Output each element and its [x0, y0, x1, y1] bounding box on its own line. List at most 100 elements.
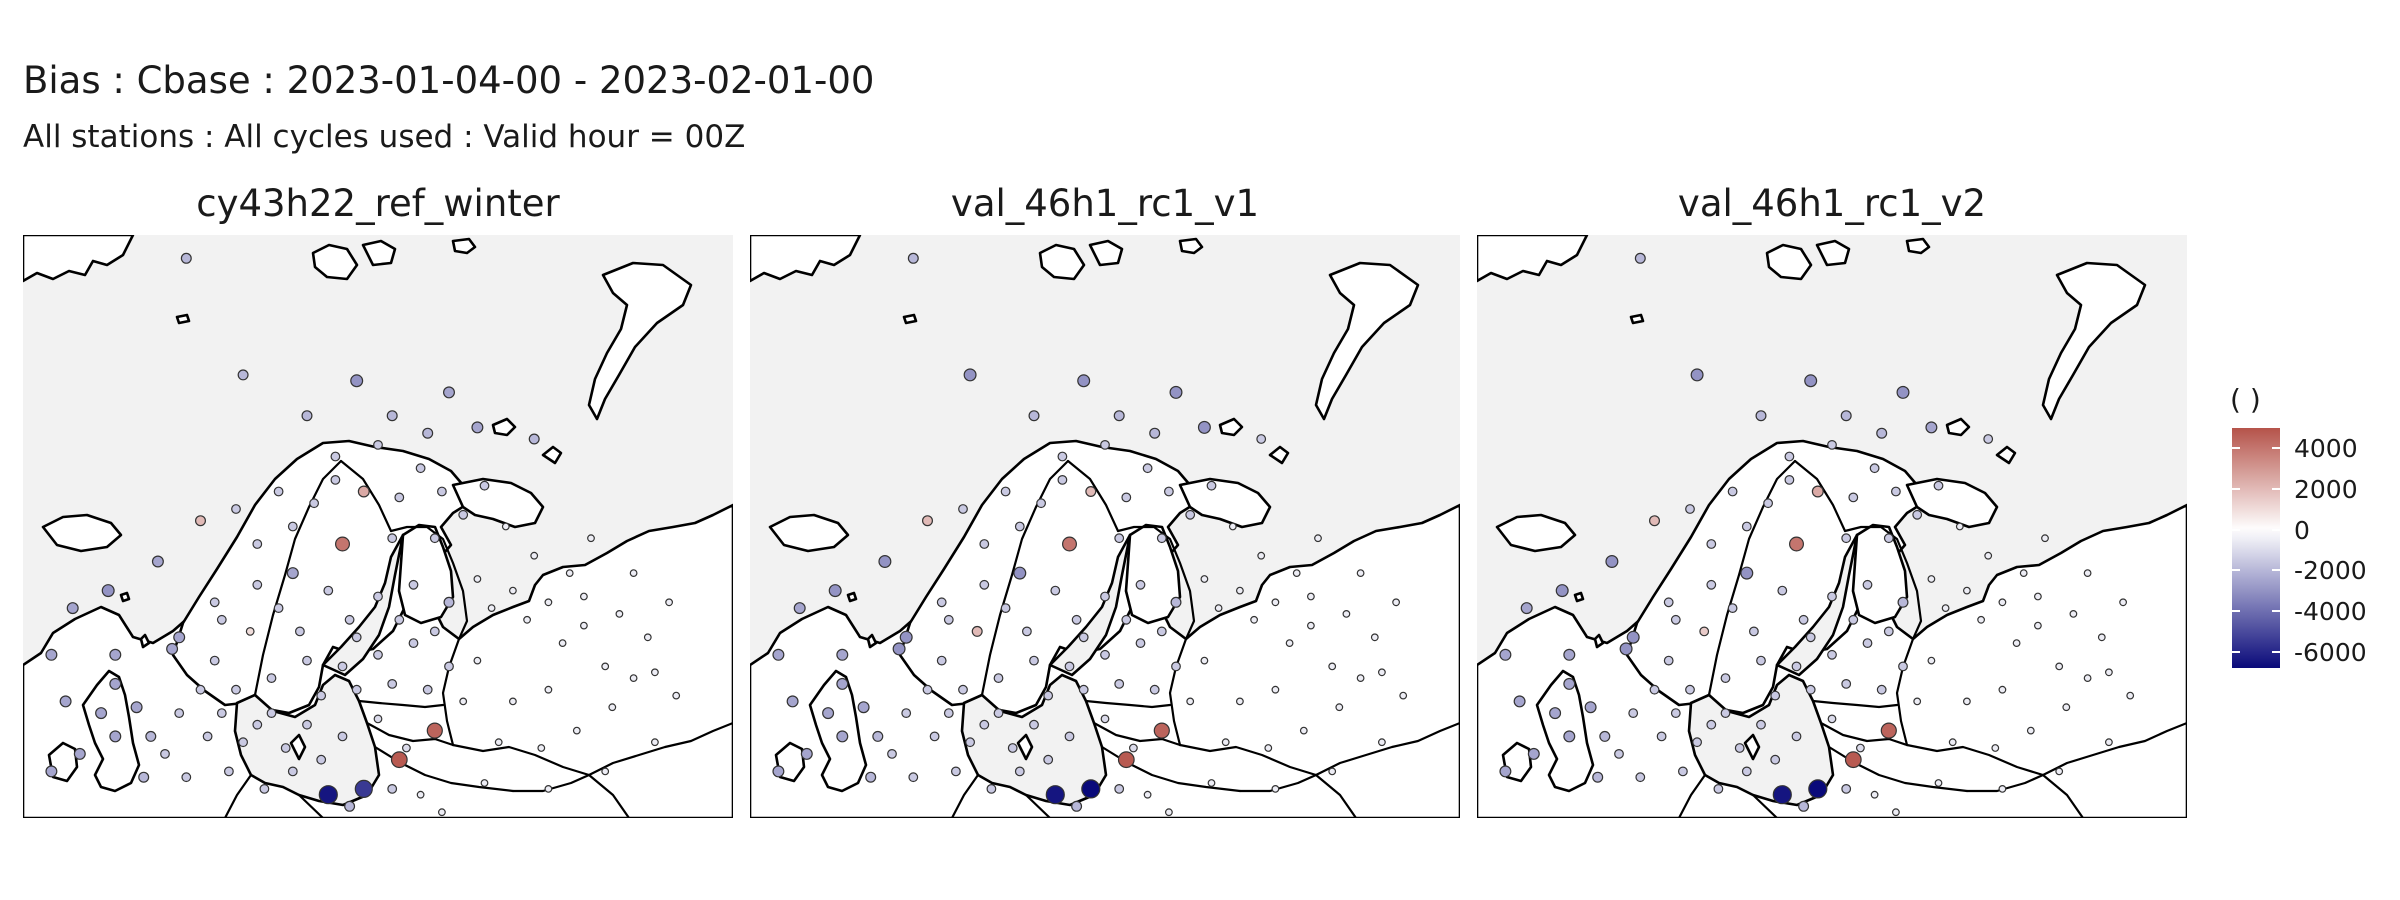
- station-point: [1663, 597, 1674, 608]
- station-point: [943, 708, 954, 719]
- station-point: [958, 684, 968, 695]
- station-point: [1991, 744, 2000, 752]
- panel-title-2: val_46h1_rc1_v1: [950, 182, 1260, 225]
- station-point: [302, 719, 312, 730]
- station-point: [1307, 592, 1315, 601]
- station-point: [1934, 779, 1943, 787]
- station-point: [1214, 604, 1223, 613]
- station-point: [1756, 719, 1766, 730]
- station-point: [101, 584, 115, 598]
- sea-baltic: [1689, 675, 1833, 805]
- station-point: [509, 586, 517, 595]
- station-point: [1513, 695, 1526, 708]
- station-point: [1499, 648, 1512, 661]
- station-point: [166, 642, 179, 655]
- station-point: [373, 649, 383, 660]
- station-point: [337, 731, 348, 742]
- station-point: [1200, 575, 1209, 583]
- station-point: [793, 602, 806, 615]
- station-point: [151, 555, 164, 568]
- station-point: [438, 808, 446, 817]
- station-point: [1998, 685, 2007, 694]
- station-point: [2083, 569, 2092, 578]
- station-point: [936, 655, 947, 666]
- legend-tick-label: 4000: [2294, 434, 2358, 464]
- station-point: [1998, 785, 2007, 793]
- station-point: [1392, 598, 1400, 607]
- station-point: [223, 766, 234, 777]
- country-border-8: [1905, 743, 2045, 777]
- station-point: [1649, 684, 1660, 695]
- station-point: [301, 410, 313, 422]
- station-point: [1856, 743, 1865, 753]
- station-point: [1848, 492, 1859, 503]
- station-point: [922, 684, 933, 695]
- map-panel-1: [23, 235, 733, 818]
- station-point: [1941, 604, 1950, 613]
- station-point: [558, 639, 567, 648]
- land-vaygach: [541, 445, 563, 465]
- station-point: [408, 638, 419, 649]
- station-point: [1549, 707, 1562, 720]
- chart-title: Bias : Cbase : 2023-01-04-00 - 2023-02-0…: [23, 59, 875, 102]
- station-point: [2105, 738, 2113, 747]
- station-point: [1071, 800, 1083, 812]
- station-point: [501, 522, 510, 531]
- station-point: [836, 648, 849, 661]
- station-point: [601, 767, 610, 776]
- station-point: [1028, 410, 1040, 422]
- station-point: [180, 252, 192, 264]
- station-point: [1614, 749, 1624, 759]
- land-kola: [1178, 477, 1272, 529]
- station-point: [2055, 662, 2064, 671]
- station-point: [1677, 766, 1688, 777]
- coast-gulf-of-bothnia: [1775, 533, 1859, 677]
- station-point: [373, 714, 383, 724]
- station-point: [1370, 633, 1379, 642]
- station-point: [1356, 569, 1365, 578]
- land-kola: [451, 477, 545, 529]
- station-point: [1121, 492, 1132, 503]
- country-border-5: [1811, 699, 1899, 709]
- legend-tick-label: -4000: [2294, 597, 2367, 627]
- station-point: [2055, 767, 2064, 776]
- station-point: [1927, 656, 1936, 665]
- station-point: [416, 790, 425, 799]
- station-point: [672, 691, 681, 700]
- station-point: [373, 591, 383, 602]
- station-point: [351, 632, 362, 643]
- station-point: [1085, 486, 1097, 498]
- land-franz-josef: [1905, 237, 1931, 255]
- station-point: [1741, 766, 1752, 777]
- land-greenland: [750, 235, 862, 283]
- station-point: [273, 603, 284, 614]
- station-point: [1335, 703, 1344, 712]
- land-novaya-zemlya: [2041, 261, 2147, 421]
- coast-gulf-of-bothnia: [1048, 533, 1132, 677]
- station-point: [351, 684, 362, 695]
- station-point: [1399, 691, 1408, 700]
- station-point: [608, 703, 617, 712]
- station-point: [1804, 374, 1818, 388]
- station-point: [252, 719, 263, 730]
- station-point: [318, 785, 338, 805]
- station-point: [1250, 615, 1259, 624]
- station-point: [1635, 772, 1646, 783]
- land-gotland: [1743, 733, 1761, 761]
- station-point: [216, 708, 227, 719]
- station-point: [1798, 800, 1810, 812]
- station-point: [2012, 639, 2021, 648]
- station-point: [587, 534, 595, 543]
- land-svalbard: [1765, 243, 1813, 281]
- station-point: [1841, 533, 1852, 544]
- station-point: [1156, 533, 1167, 544]
- station-point: [1963, 697, 1971, 706]
- panel-title-1: cy43h22_ref_winter: [196, 182, 560, 225]
- country-border-1: [1707, 459, 1797, 697]
- country-border-12: [1677, 773, 1707, 818]
- station-point: [1078, 632, 1089, 643]
- station-point: [629, 674, 638, 683]
- station-point: [402, 743, 411, 753]
- station-point: [865, 771, 877, 783]
- station-point: [1077, 374, 1091, 388]
